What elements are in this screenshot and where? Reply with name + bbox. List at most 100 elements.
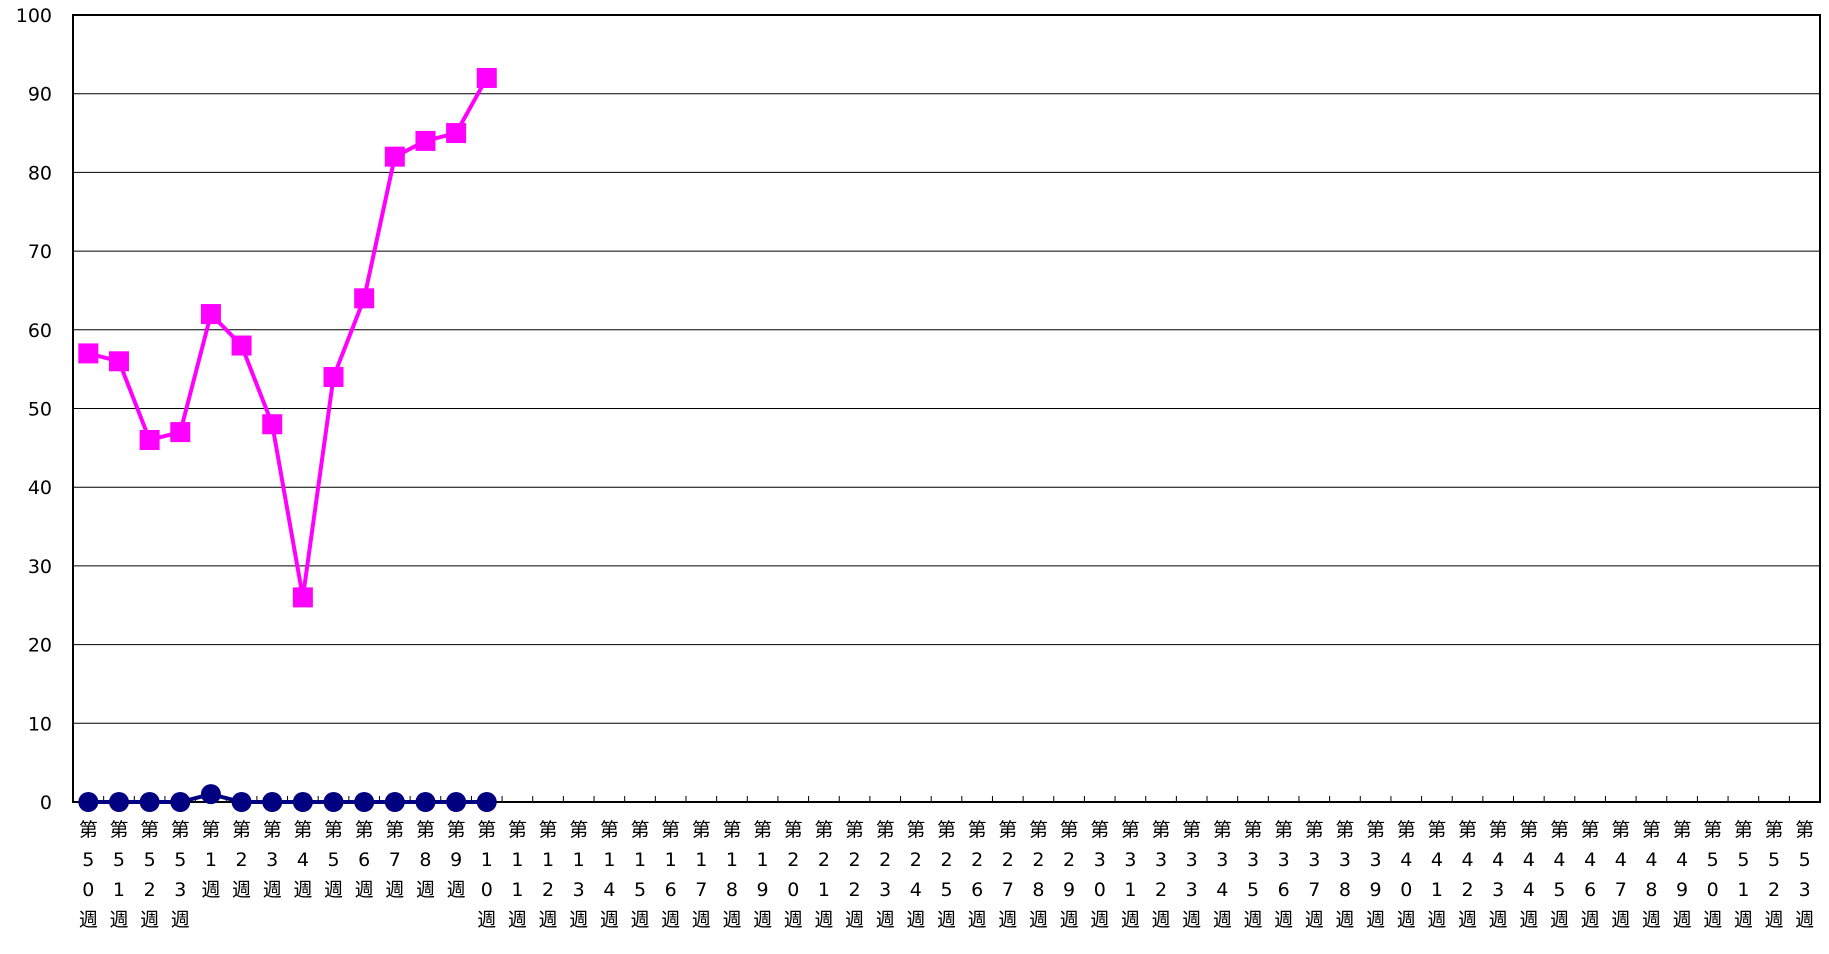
y-tick-label: 90 (28, 84, 52, 106)
data-point (108, 792, 129, 812)
y-axis: 0 10 20 30 40 50 60 70 80 90 100 (16, 5, 52, 814)
series (78, 67, 497, 812)
y-tick-label: 60 (28, 320, 52, 342)
x-axis: 第 5 0 週第 5 1 週第 5 2 週第 5 3 週第 1 週第 2 週第 3 週第 4 週第 5 週第 6 週第 7 週第 8 週… (72, 796, 1821, 931)
data-point (415, 792, 436, 812)
data-point (476, 792, 497, 812)
data-point (139, 429, 160, 450)
data-point (323, 792, 344, 812)
y-tick-label: 40 (28, 477, 52, 499)
data-point (108, 351, 129, 372)
series-1 (78, 67, 497, 608)
data-point (262, 792, 283, 812)
data-point (262, 414, 283, 435)
data-point (292, 587, 313, 608)
series-2 (78, 784, 497, 812)
y-tick-label: 80 (28, 162, 52, 184)
data-point (170, 792, 191, 812)
plot-area (72, 14, 1821, 803)
data-point (415, 130, 436, 151)
data-point (292, 792, 313, 812)
y-tick-label: 30 (28, 556, 52, 578)
data-point (323, 367, 344, 388)
y-tick-label: 70 (28, 241, 52, 263)
data-point (231, 792, 252, 812)
y-tick-label: 10 (28, 713, 52, 735)
data-point (446, 792, 467, 812)
data-point (78, 792, 99, 812)
data-point (354, 792, 375, 812)
series-line (87, 76, 489, 600)
y-tick-label: 50 (28, 399, 52, 421)
y-tick-label: 100 (16, 5, 52, 27)
y-tick-label: 20 (28, 635, 52, 657)
data-point (78, 343, 99, 364)
gridlines (73, 93, 1820, 724)
data-point (139, 792, 160, 812)
data-point (200, 304, 221, 325)
data-point (231, 335, 252, 356)
data-point (170, 422, 191, 443)
data-point (384, 146, 405, 167)
y-tick-label: 0 (40, 792, 52, 814)
data-point (354, 288, 375, 309)
data-point (200, 784, 221, 805)
data-point (384, 792, 405, 812)
